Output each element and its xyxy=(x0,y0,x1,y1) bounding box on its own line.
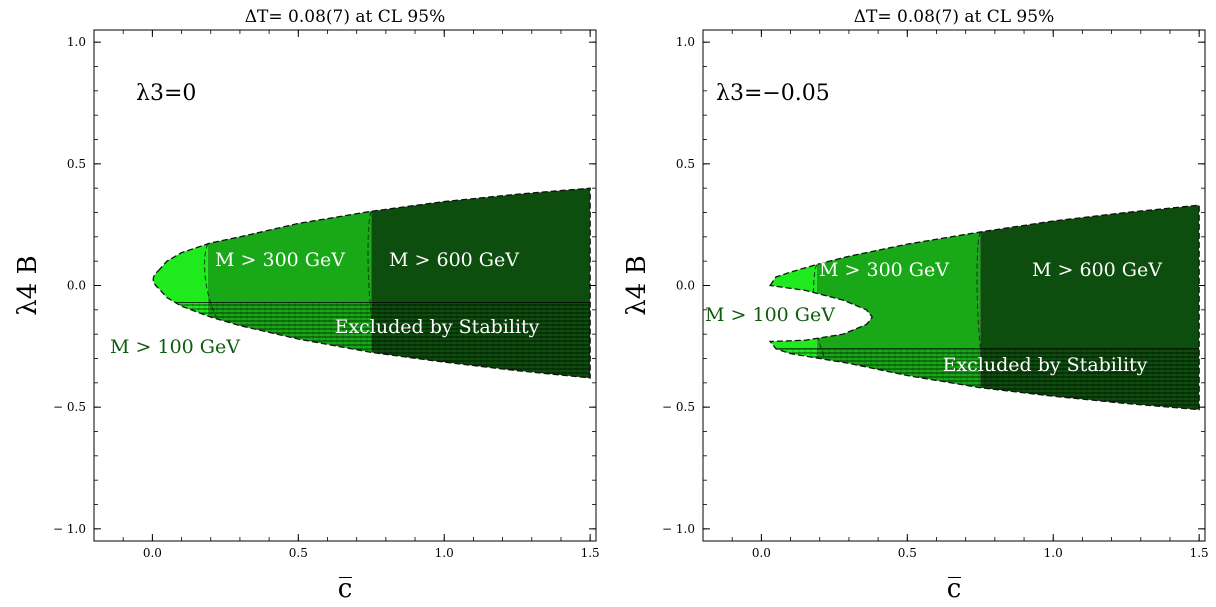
y-tick-label: 1.0 xyxy=(676,35,695,49)
chart-panel-1: 0.0 0.5 1.0 1.5 1.0 0.5 0.0 − 0.5 − 1.0 ΔT= 0.08(… xyxy=(13,7,600,604)
y-tick-label: 1.0 xyxy=(67,35,86,49)
x-tick-label: 1.5 xyxy=(581,546,600,560)
y-tick-label: − 1.0 xyxy=(53,522,86,536)
y-tick-label: − 0.5 xyxy=(53,400,86,414)
x-tick-label: 0.0 xyxy=(752,546,771,560)
excluded-region xyxy=(770,348,1200,410)
x-tick-label: 0.5 xyxy=(289,546,308,560)
x-tick-label: 1.0 xyxy=(435,546,454,560)
y-tick-label: 0.5 xyxy=(676,157,695,171)
region-label: Excluded by Stability xyxy=(335,316,540,338)
lambda3-annotation: λ3=0 xyxy=(136,81,196,106)
y-tick-label: − 0.5 xyxy=(662,400,695,414)
band-2 xyxy=(207,188,372,378)
y-tick-label: 0.0 xyxy=(676,279,695,293)
band-1 xyxy=(770,205,817,410)
mass-bands xyxy=(153,188,591,378)
region-label: M > 300 GeV xyxy=(215,249,345,271)
y-axis-label: λ4 B xyxy=(622,255,652,315)
region-label: M > 600 GeV xyxy=(1032,259,1162,281)
region-label: Excluded by Stability xyxy=(943,354,1148,376)
band-3 xyxy=(371,188,591,378)
x-axis-label: c̅ xyxy=(338,574,353,604)
region-boundary xyxy=(768,204,1200,411)
x-tick-label: 0.0 xyxy=(143,546,162,560)
band-2 xyxy=(816,205,981,410)
lambda3-annotation: λ3=−0.05 xyxy=(716,81,830,106)
region-boundary xyxy=(152,187,591,379)
region-label: M > 300 GeV xyxy=(819,259,949,281)
region-label: M > 100 GeV xyxy=(705,304,835,326)
y-tick-label: 0.5 xyxy=(67,157,86,171)
y-tick-label: 0.0 xyxy=(67,279,86,293)
x-tick-label: 0.5 xyxy=(898,546,917,560)
band-3 xyxy=(980,205,1200,410)
band-1 xyxy=(153,188,208,378)
chart-title: ΔT= 0.08(7) at CL 95% xyxy=(245,7,445,27)
y-axis-label: λ4 B xyxy=(13,255,43,315)
mass-bands xyxy=(770,205,1200,410)
region-label: M > 100 GeV xyxy=(110,336,240,358)
region-label: M > 600 GeV xyxy=(389,249,519,271)
x-tick-label: 1.0 xyxy=(1044,546,1063,560)
x-axis-label: c̅ xyxy=(947,574,962,604)
chart-title: ΔT= 0.08(7) at CL 95% xyxy=(854,7,1054,27)
x-tick-label: 1.5 xyxy=(1190,546,1209,560)
chart-panel-2: 0.0 0.5 1.0 1.5 1.0 0.5 0.0 − 0.5 − 1.0 ΔT= 0.08(… xyxy=(622,7,1209,604)
y-tick-label: − 1.0 xyxy=(662,522,695,536)
